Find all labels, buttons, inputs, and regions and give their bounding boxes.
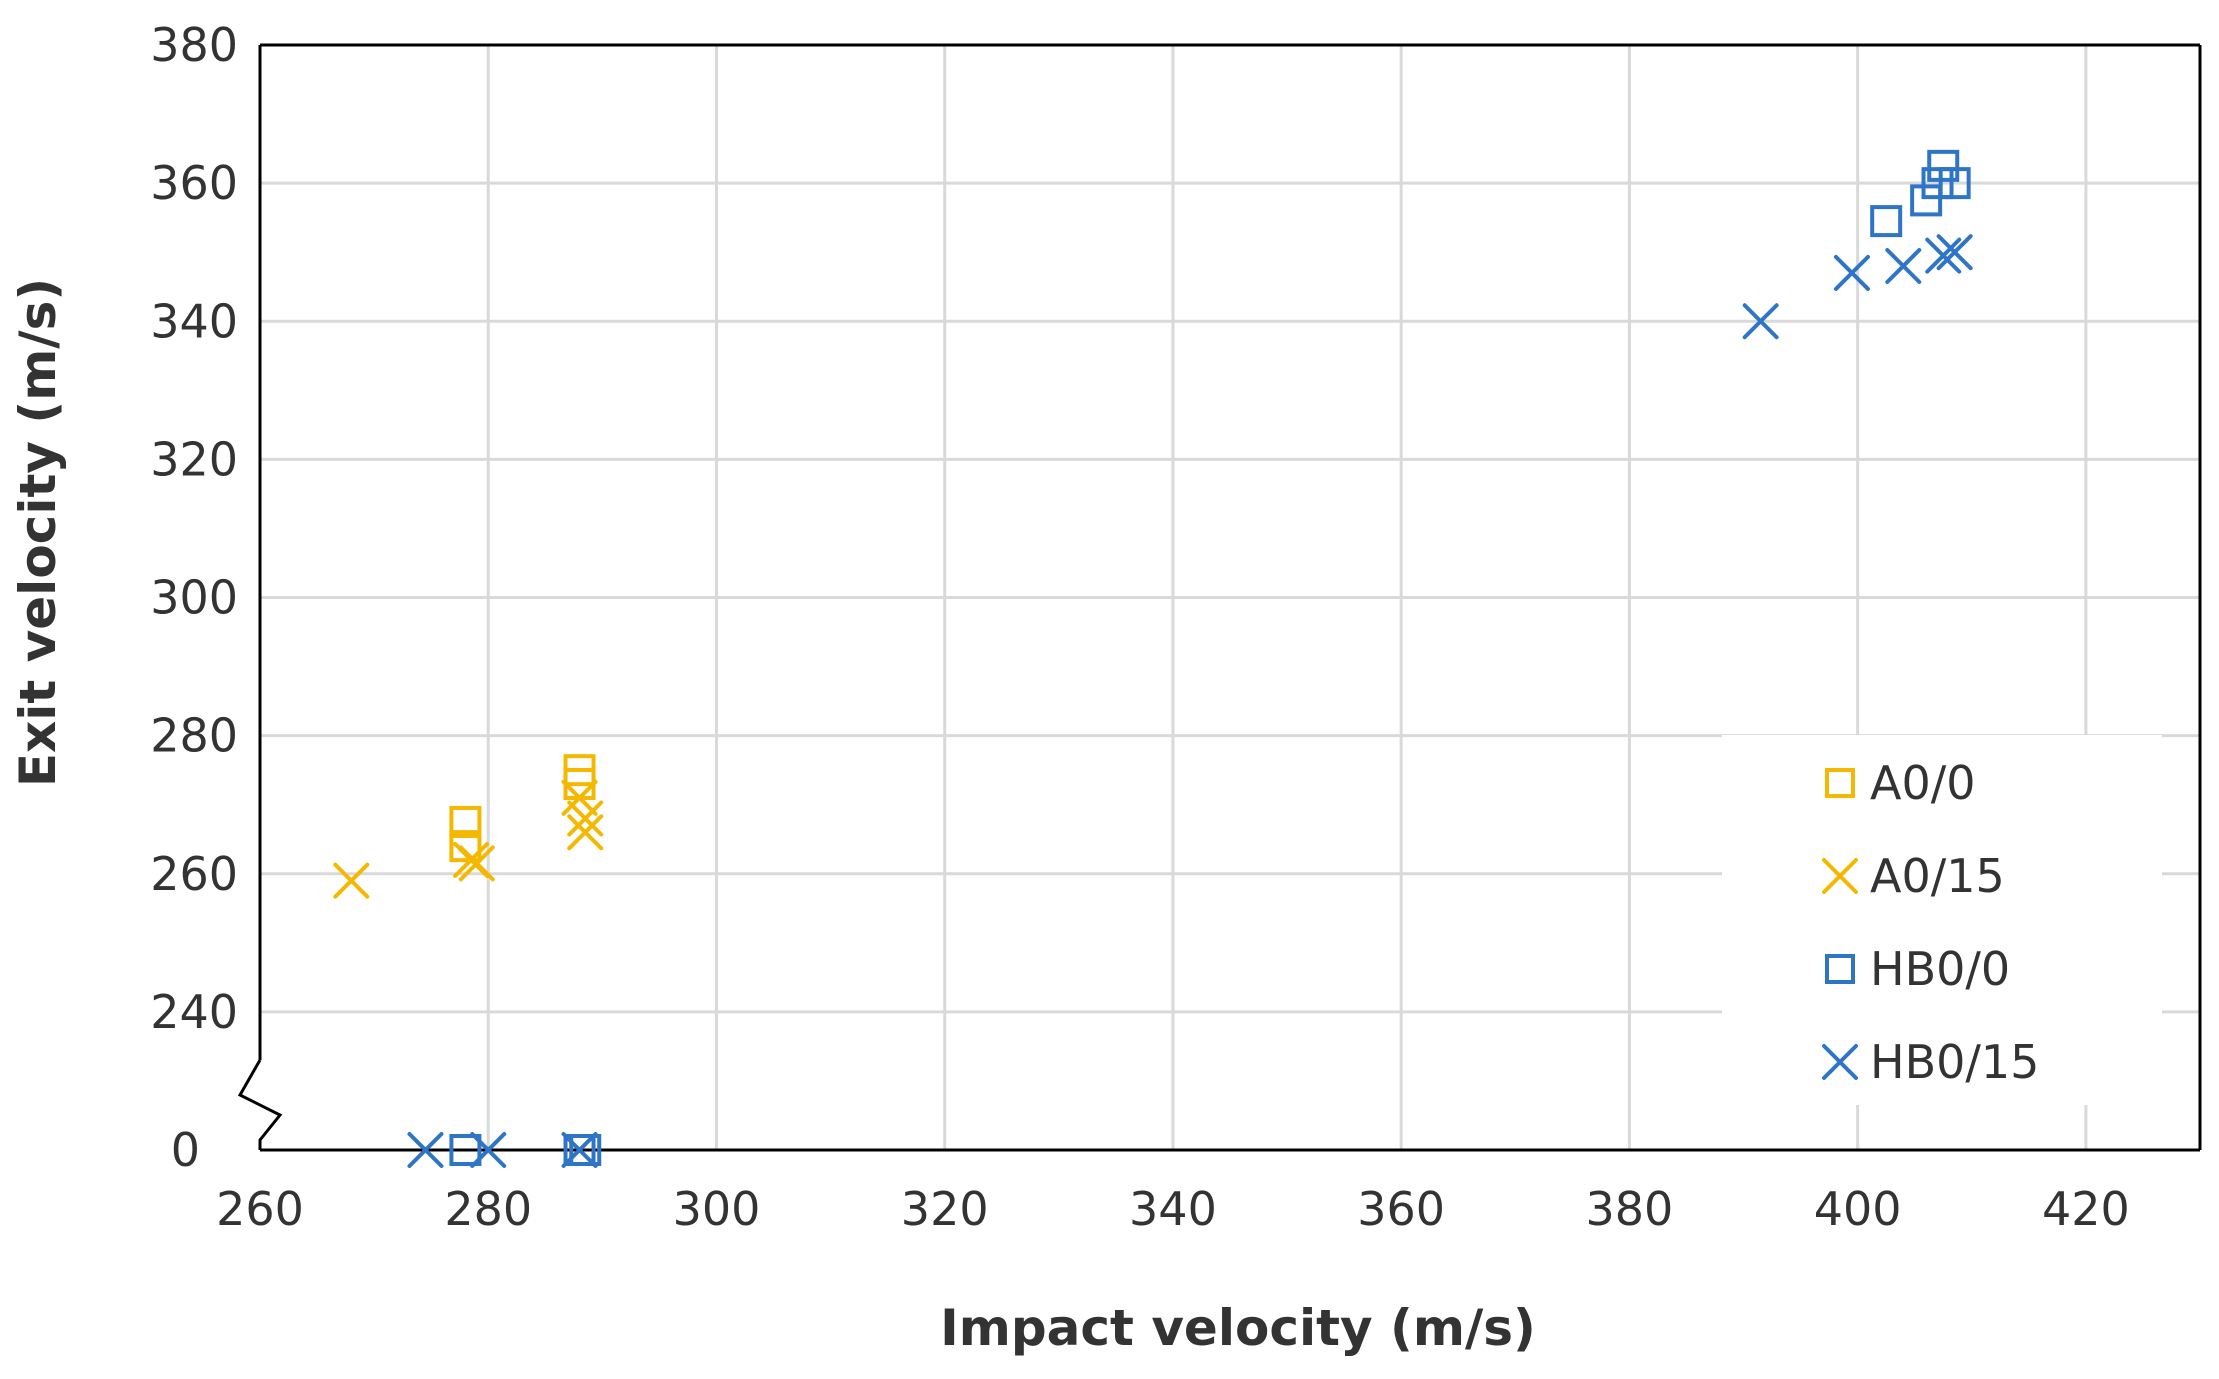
x-tick-label: 360 [1357,1182,1445,1236]
point-hb0-0 [1938,167,1971,200]
legend-marker-a0-15 [1822,858,1858,894]
point-a0-0 [449,805,482,838]
point-hb0-0 [1921,167,1954,200]
x-tick-label: 300 [673,1182,761,1236]
x-tick-label: 260 [216,1182,304,1236]
point-hb0-0 [1870,205,1903,238]
legend-label-hb0-0: HB0/0 [1870,942,2010,996]
y-tick-label: 240 [150,985,238,1039]
legend-label-a0-15: A0/15 [1870,849,2005,903]
x-tick-label: 320 [901,1182,989,1236]
point-hb0-15 [1742,303,1779,340]
point-a0-15 [561,779,598,816]
point-hb0-15 [407,1132,444,1168]
point-hb0-15 [1885,248,1922,284]
point-hb0-0 [1927,149,1960,182]
legend-marker-hb0-0 [1825,954,1855,984]
point-hb0-0 [569,1134,602,1166]
y-axis-break [237,1059,283,1150]
point-a0-15 [333,862,370,899]
point-hb0-0 [449,1134,482,1166]
x-tick-label: 380 [1586,1182,1674,1236]
point-hb0-15 [1833,254,1870,291]
x-tick-label: 340 [1129,1182,1217,1236]
legend-box [1722,735,2162,1105]
y-tick-label: 280 [150,709,238,763]
point-hb0-0 [1910,184,1943,217]
point-a0-15 [567,800,604,837]
point-hb0-15 [1936,234,1973,271]
point-hb0-15 [1925,237,1962,274]
y-axis-title: Exit velocity (m/s) [9,278,67,787]
point-a0-15 [567,814,604,851]
y-tick-label: 320 [150,432,238,486]
legend-marker-a0-0 [1825,768,1855,798]
y-tick-label: 300 [150,571,238,625]
y-tick-label: 360 [150,156,238,210]
x-tick-label: 420 [2042,1182,2130,1236]
x-tick-label: 280 [444,1182,532,1236]
y-tick-label-broken: 0 [171,1123,200,1177]
legend-label-hb0-15: HB0/15 [1870,1035,2039,1089]
point-hb0-15 [470,1132,507,1168]
y-tick-label: 260 [150,847,238,901]
point-hb0-15 [561,1132,598,1168]
point-a0-0 [449,830,482,863]
legend-label-a0-0: A0/0 [1870,756,1976,810]
x-tick-label: 400 [1814,1182,1902,1236]
x-axis-title: Impact velocity (m/s) [940,1299,1536,1357]
point-a0-15 [458,845,495,882]
y-tick-label: 380 [150,18,238,72]
legend-marker-hb0-15 [1822,1044,1858,1080]
y-tick-label: 340 [150,294,238,348]
